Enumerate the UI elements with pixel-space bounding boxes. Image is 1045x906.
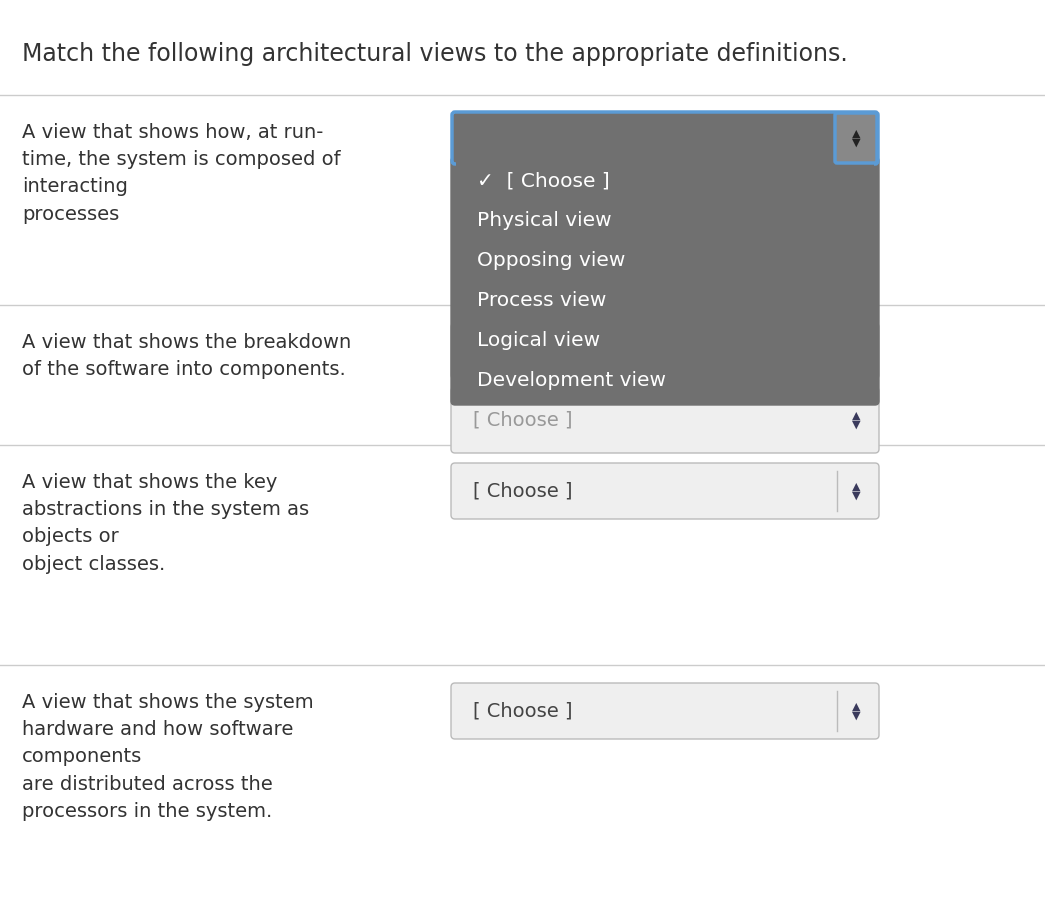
- Text: ▲
▼: ▲ ▼: [852, 482, 860, 500]
- Text: Physical view: Physical view: [477, 211, 611, 230]
- Text: Development view: Development view: [477, 371, 666, 390]
- Text: A view that shows the breakdown
of the software into components.: A view that shows the breakdown of the s…: [22, 333, 351, 380]
- Text: Logical view: Logical view: [477, 332, 600, 351]
- Text: ▲
▼: ▲ ▼: [852, 129, 860, 147]
- FancyBboxPatch shape: [452, 112, 878, 164]
- FancyBboxPatch shape: [451, 463, 879, 519]
- Text: [ Choose ]: [ Choose ]: [473, 342, 573, 361]
- Text: ▲
▼: ▲ ▼: [852, 410, 860, 429]
- Text: A view that shows how, at run-
time, the system is composed of
interacting
proce: A view that shows how, at run- time, the…: [22, 123, 341, 224]
- Text: Match the following architectural views to the appropriate definitions.: Match the following architectural views …: [22, 42, 847, 66]
- Text: A view that shows the system
hardware and how software
components
are distribute: A view that shows the system hardware an…: [22, 693, 313, 821]
- FancyBboxPatch shape: [451, 157, 879, 405]
- Text: [ Choose ]: [ Choose ]: [473, 701, 573, 720]
- FancyBboxPatch shape: [451, 323, 879, 379]
- FancyBboxPatch shape: [451, 683, 879, 739]
- Text: Opposing view: Opposing view: [477, 252, 625, 271]
- FancyBboxPatch shape: [456, 161, 874, 171]
- Text: ▲
▼: ▲ ▼: [852, 342, 860, 361]
- Text: ✓  [ Choose ]: ✓ [ Choose ]: [477, 171, 609, 190]
- FancyBboxPatch shape: [451, 387, 879, 453]
- Text: A view that shows the key
abstractions in the system as
objects or
object classe: A view that shows the key abstractions i…: [22, 473, 309, 573]
- Text: [ Choose ]: [ Choose ]: [473, 481, 573, 500]
- Text: Process view: Process view: [477, 292, 606, 311]
- FancyBboxPatch shape: [835, 113, 877, 163]
- Text: ▲
▼: ▲ ▼: [852, 702, 860, 720]
- Text: [ Choose ]: [ Choose ]: [473, 410, 573, 429]
